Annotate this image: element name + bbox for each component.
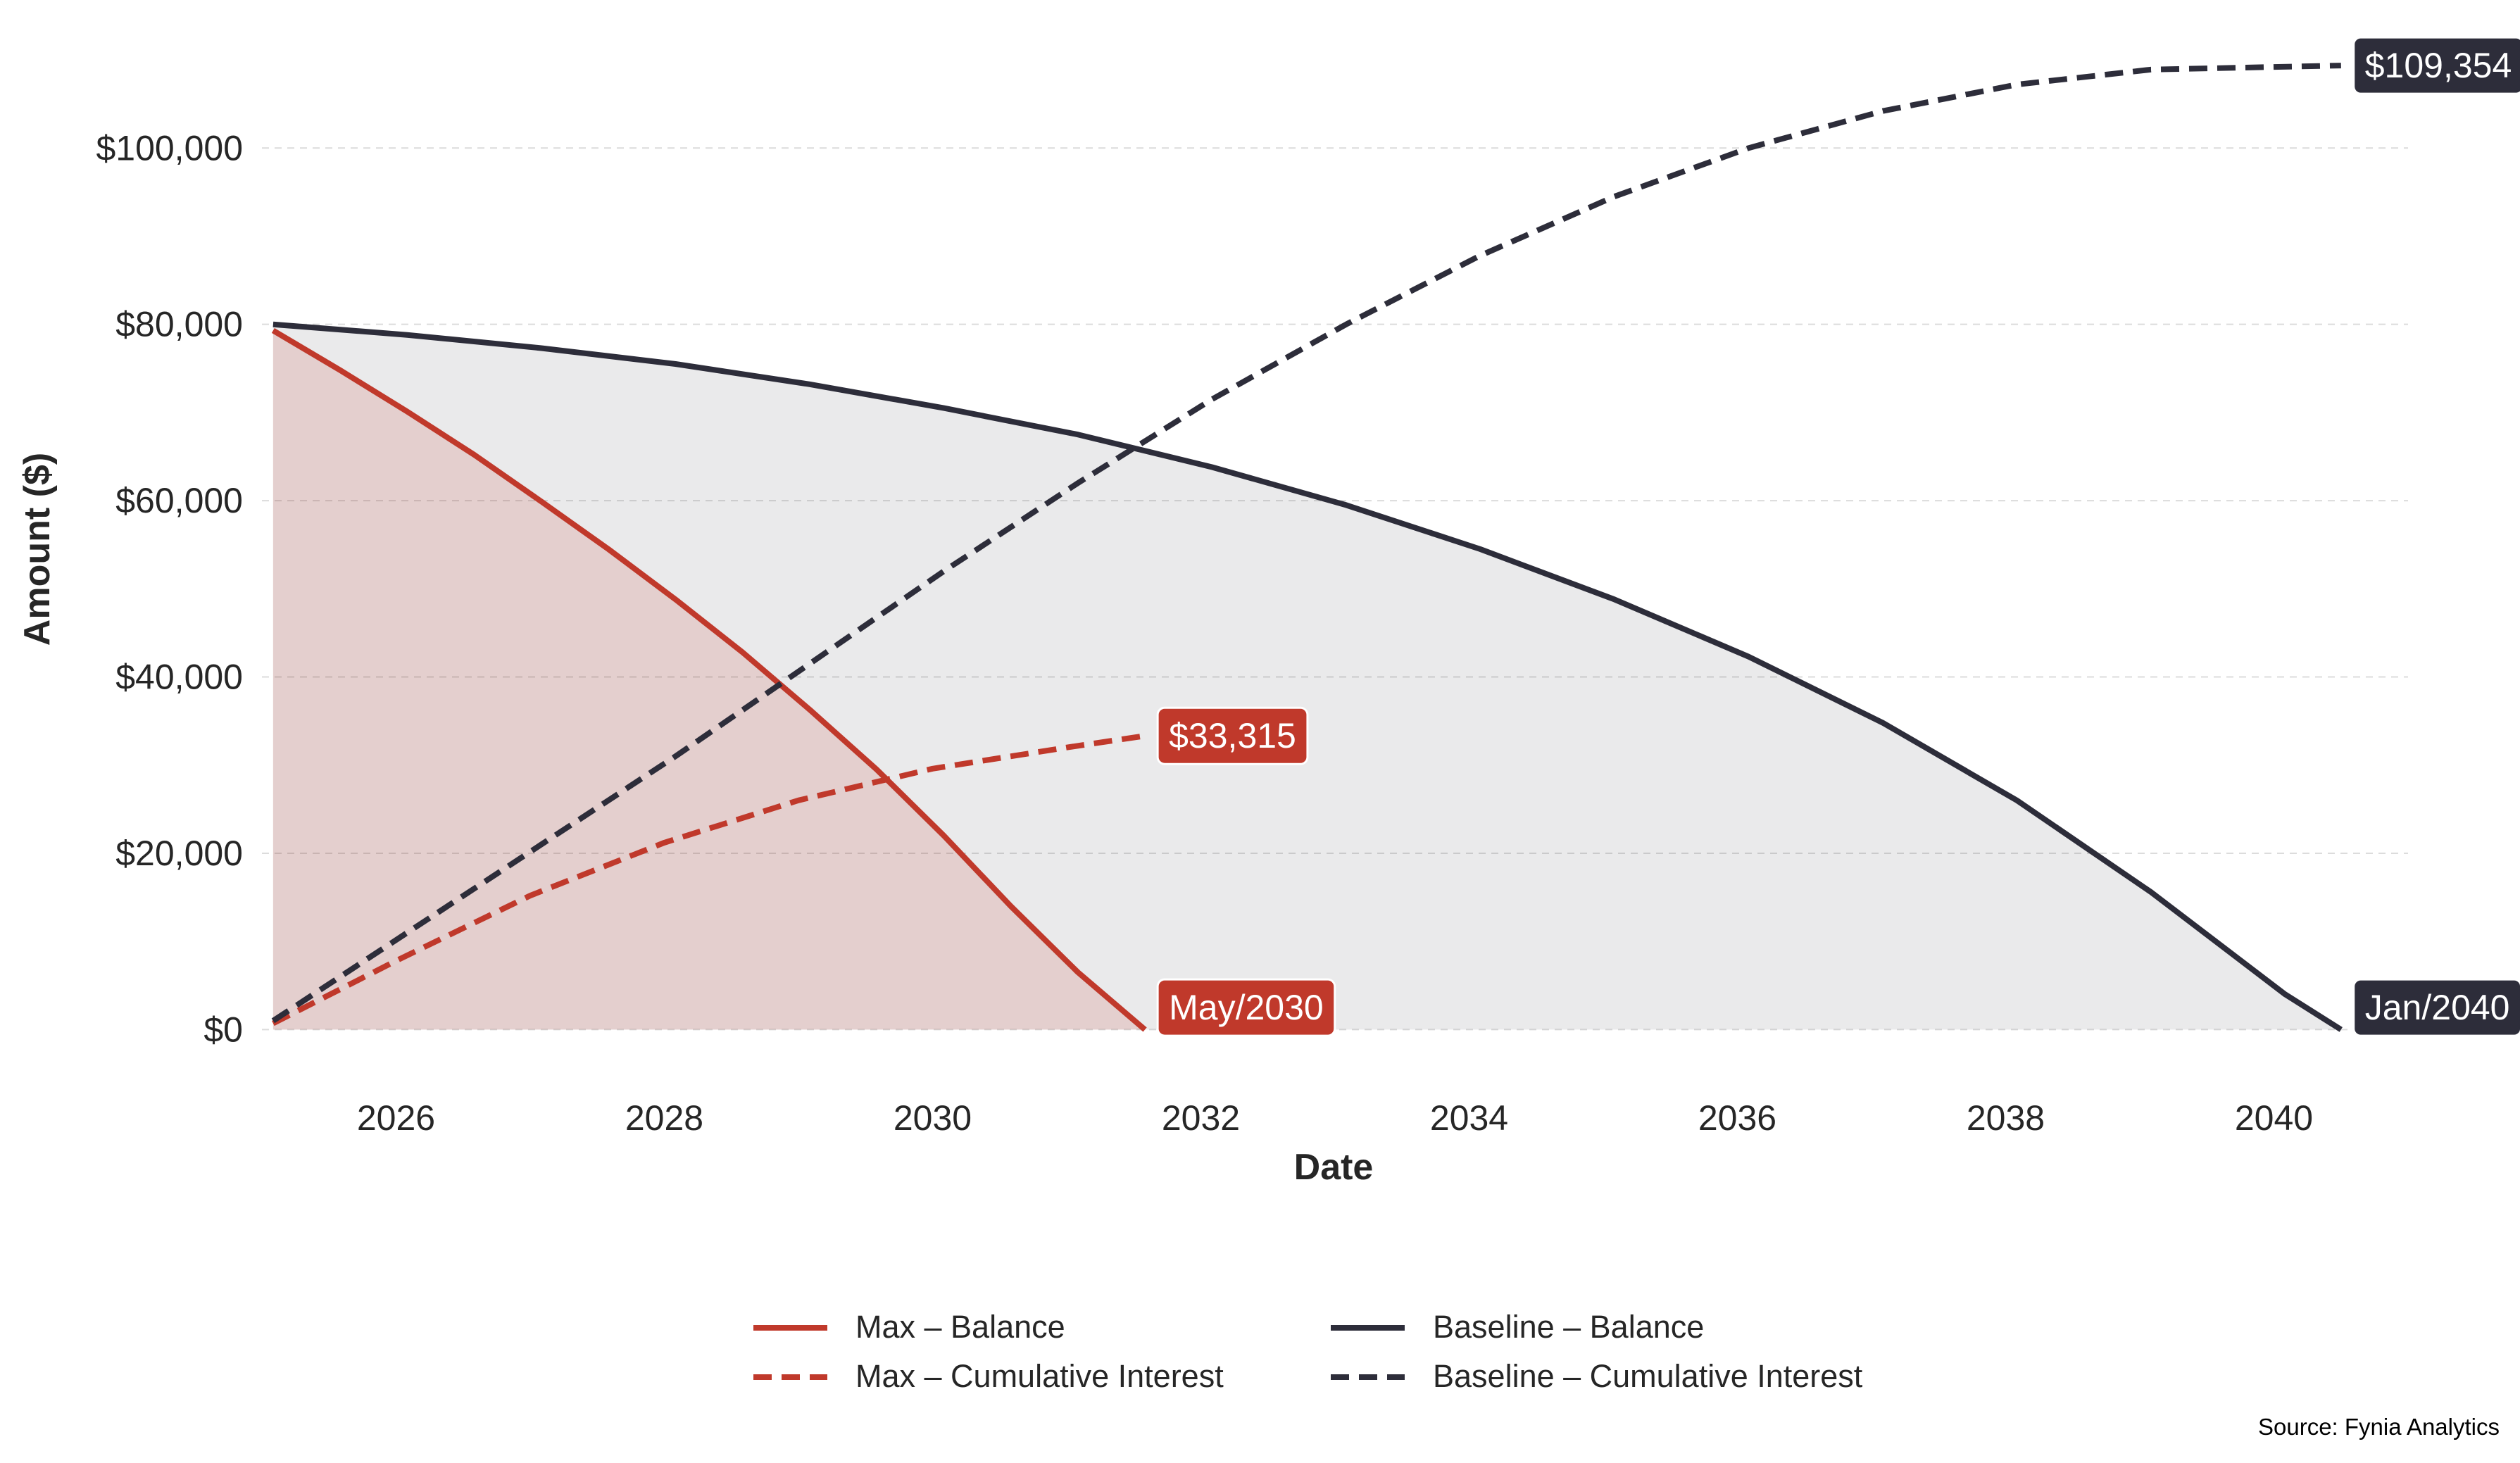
area-fill-baseline-balance bbox=[272, 324, 2341, 1030]
callout-max-total-interest: $33,315 bbox=[1156, 706, 1309, 765]
y-tick-label: $0 bbox=[203, 1010, 243, 1049]
legend-item-baseline-interest: Baseline – Cumulative Interest bbox=[1331, 1358, 1863, 1394]
legend-item-max-interest: Max – Cumulative Interest bbox=[753, 1358, 1224, 1394]
line-baseline-balance bbox=[272, 321, 2343, 1032]
callout-text: May/2030 bbox=[1169, 988, 1324, 1027]
callout-box bbox=[1156, 978, 1336, 1037]
y-tick-label: $40,000 bbox=[115, 658, 243, 697]
legend: Max – Balance Baseline – Balance Max – Cum… bbox=[753, 1309, 1863, 1394]
line-baseline-interest bbox=[271, 63, 2341, 1024]
legend-item-max-balance: Max – Balance bbox=[753, 1309, 1065, 1345]
y-tick-label: $20,000 bbox=[115, 834, 243, 873]
y-tick-label: $80,000 bbox=[115, 305, 243, 344]
legend-label: Max – Balance bbox=[855, 1309, 1065, 1345]
x-tick-label: 2032 bbox=[1162, 1098, 1240, 1138]
x-tick-label: 2038 bbox=[1967, 1098, 2045, 1138]
legend-item-baseline-balance: Baseline – Balance bbox=[1331, 1309, 1704, 1345]
x-tick-label: 2040 bbox=[2235, 1098, 2313, 1138]
x-tick-label: 2034 bbox=[1430, 1098, 1508, 1138]
callout-text: $109,354 bbox=[2365, 46, 2512, 85]
series-lines bbox=[271, 63, 2343, 1032]
x-tick-label: 2036 bbox=[1698, 1098, 1776, 1138]
area-fill-max-balance bbox=[272, 330, 1146, 1030]
line-max-balance bbox=[271, 327, 1147, 1032]
legend-label: Baseline – Cumulative Interest bbox=[1433, 1358, 1863, 1394]
source-note: Source: Fynia Analytics bbox=[2258, 1414, 2500, 1440]
callout-baseline-payoff-date: Jan/2040 bbox=[2352, 978, 2520, 1037]
x-axis-title: Date bbox=[1294, 1147, 1374, 1188]
x-tick-label: 2026 bbox=[357, 1098, 435, 1138]
callouts: $109,354 Jan/2040 $33,315 May/2030 bbox=[1156, 36, 2520, 1037]
y-axis-title: Amount ($) bbox=[17, 453, 58, 646]
legend-label: Max – Cumulative Interest bbox=[855, 1358, 1224, 1394]
callout-baseline-total-interest: $109,354 bbox=[2352, 36, 2520, 95]
callout-text: Jan/2040 bbox=[2365, 988, 2510, 1027]
tick-labels: $0 $20,000 $40,000 $60,000 $80,000 $100,000 20… bbox=[96, 128, 2313, 1138]
callout-box bbox=[1156, 706, 1309, 765]
area-fills bbox=[272, 324, 2341, 1030]
grid bbox=[262, 147, 2408, 1031]
legend-label: Baseline – Balance bbox=[1433, 1309, 1704, 1345]
callout-text: $33,315 bbox=[1169, 716, 1296, 755]
x-tick-label: 2028 bbox=[625, 1098, 703, 1138]
y-tick-label: $100,000 bbox=[96, 128, 243, 168]
callout-max-payoff-date: May/2030 bbox=[1156, 978, 1336, 1037]
callout-box bbox=[2352, 36, 2520, 95]
y-tick-label: $60,000 bbox=[115, 481, 243, 520]
x-tick-label: 2030 bbox=[894, 1098, 972, 1138]
line-max-interest bbox=[272, 733, 1146, 1026]
callout-box bbox=[2352, 978, 2520, 1037]
